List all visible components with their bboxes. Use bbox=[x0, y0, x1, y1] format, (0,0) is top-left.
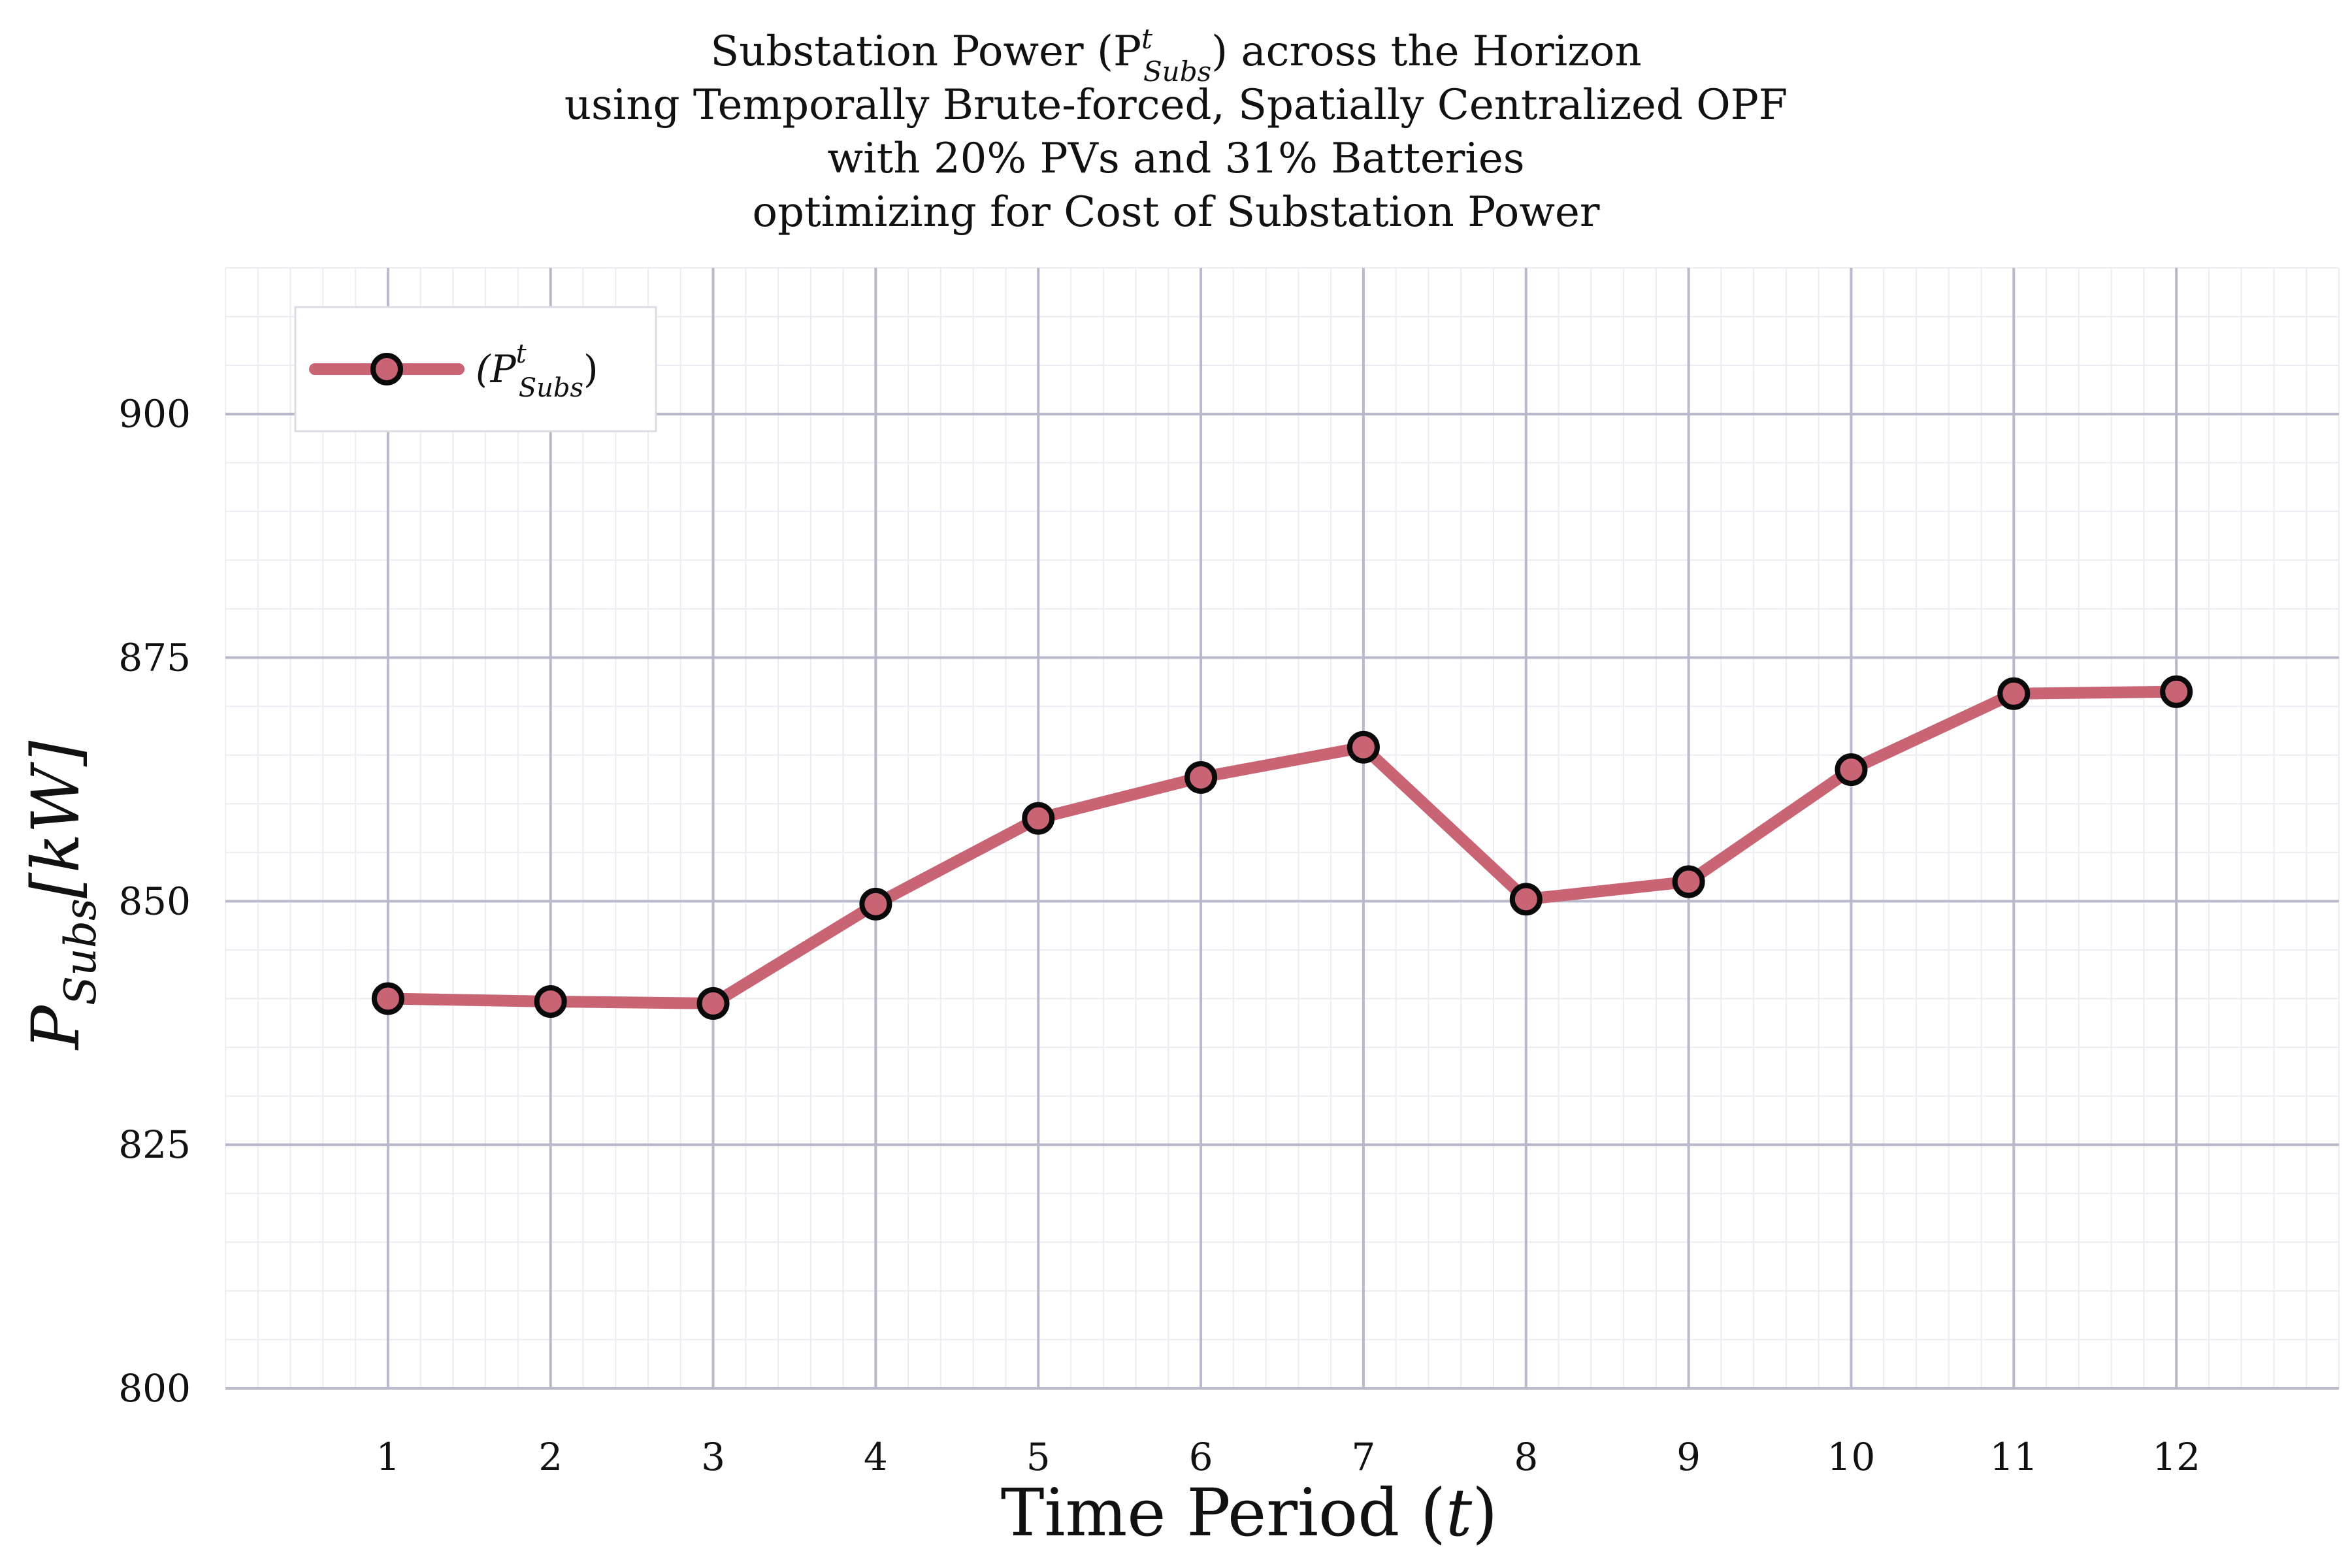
x-tick-label: 12 bbox=[2152, 1435, 2200, 1479]
chart-title-line-1: Substation Power (Pt Subs) across the Hor… bbox=[710, 23, 1641, 88]
y-tick-label: 900 bbox=[118, 392, 191, 436]
x-tick-label: 10 bbox=[1827, 1435, 1876, 1479]
x-tick-label: 7 bbox=[1351, 1435, 1375, 1479]
legend: (Pt Subs) bbox=[294, 306, 657, 433]
y-tick-label: 800 bbox=[118, 1366, 191, 1411]
data-point-t12 bbox=[2160, 675, 2193, 708]
series-points-group bbox=[371, 675, 2193, 1020]
x-tick-label: 3 bbox=[701, 1435, 725, 1479]
legend-marker-swatch bbox=[370, 353, 403, 385]
data-point-t8 bbox=[1509, 883, 1543, 916]
x-axis-title: Time Period (t) bbox=[1001, 1475, 1497, 1551]
y-tick-label: 825 bbox=[118, 1122, 191, 1167]
data-point-t2 bbox=[534, 985, 567, 1018]
series-line bbox=[382, 685, 2183, 1009]
chart-title-line-2: using Temporally Brute-forced, Spatially… bbox=[564, 81, 1788, 129]
x-tick-label: 1 bbox=[376, 1435, 400, 1479]
x-axis-ticks: 1 2 3 4 5 6 7 8 9 10 11 12 bbox=[376, 1435, 2200, 1479]
x-tick-label: 4 bbox=[864, 1435, 888, 1479]
y-axis-ticks: 800 825 850 875 900 bbox=[118, 392, 191, 1411]
x-tick-label: 8 bbox=[1514, 1435, 1538, 1479]
data-point-t1 bbox=[371, 982, 404, 1015]
x-tick-label: 9 bbox=[1676, 1435, 1701, 1479]
y-axis-title: PSubs[kW] bbox=[18, 740, 106, 1051]
data-point-t7 bbox=[1347, 730, 1380, 764]
y-tick-label: 850 bbox=[118, 879, 191, 923]
x-tick-label: 5 bbox=[1026, 1435, 1051, 1479]
x-tick-label: 11 bbox=[1989, 1435, 2038, 1479]
data-point-t10 bbox=[1835, 753, 1868, 787]
chart-title-line-3: with 20% PVs and 31% Batteries bbox=[827, 135, 1524, 183]
data-point-t11 bbox=[1997, 677, 2031, 710]
data-point-t6 bbox=[1184, 760, 1218, 794]
y-tick-label: 875 bbox=[118, 636, 191, 680]
legend-label: (Pt Subs) bbox=[476, 339, 598, 403]
data-point-t3 bbox=[696, 987, 730, 1020]
major-grid bbox=[225, 268, 2339, 1390]
data-point-t5 bbox=[1022, 802, 1055, 835]
series-line-group bbox=[382, 685, 2183, 1009]
x-tick-label: 6 bbox=[1189, 1435, 1213, 1479]
chart-title: Substation Power (Pt Subs) across the Hor… bbox=[564, 23, 1788, 237]
data-point-t9 bbox=[1672, 865, 1705, 898]
x-tick-label: 2 bbox=[538, 1435, 563, 1479]
minor-grid bbox=[225, 267, 2340, 1389]
data-point-t4 bbox=[859, 887, 892, 921]
chart-title-line-4: optimizing for Cost of Substation Power bbox=[753, 188, 1600, 237]
